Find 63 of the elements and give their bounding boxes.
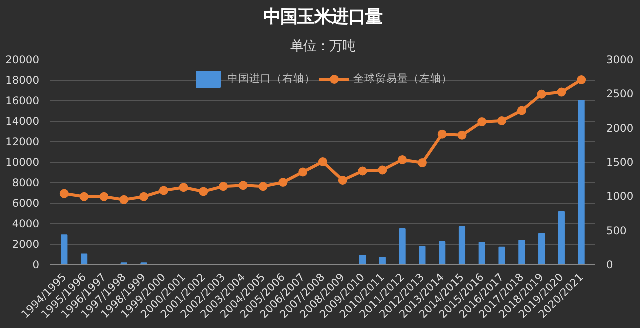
point [60,189,69,198]
point [318,158,328,166]
point [498,116,507,126]
y-tick-label: 20000 [6,54,40,66]
point [338,176,348,185]
y2-tick-label: 2000 [606,122,634,135]
bar [558,211,565,264]
y-tick-label: 6000 [12,197,40,210]
point [458,130,467,140]
point [159,186,168,196]
point [100,192,109,202]
point [80,192,89,202]
bar [498,246,506,264]
y-tick-label: 10000 [6,156,40,169]
point [438,130,447,139]
bar [538,233,546,264]
point [398,155,408,164]
bar [439,241,446,264]
point [557,88,566,97]
y-tick-label: 16000 [6,94,40,108]
legend-label: 全球贸易量（左轴） [354,72,452,86]
legend-label: 中国进口（右轴） [228,72,316,86]
y-tick-label: 12000 [6,136,40,148]
bar [478,242,486,264]
bar [518,240,526,264]
point [120,195,129,204]
bar [379,257,386,264]
bar [399,228,406,264]
y-tick-label: 8000 [12,176,40,190]
point [418,158,427,168]
bar [81,254,88,264]
y2-tick-label: 2500 [606,88,634,101]
point [577,76,586,84]
y-tick-label: 18000 [6,74,40,87]
y-tick-label: 2000 [12,238,40,251]
point [219,182,228,192]
point [517,106,526,116]
y2-tick-label: 1000 [606,190,634,204]
point [278,178,288,187]
point [238,181,248,190]
point [298,168,308,177]
point [378,166,388,175]
chart-subtitle: 单位：万吨 [290,40,356,54]
point [358,166,368,176]
y-tick-label: 4000 [12,218,40,230]
y-tick-label: 14000 [6,115,40,128]
y2-tick-label: 1500 [606,156,634,169]
y2-tick-label: 500 [606,224,628,238]
y-tick-label: 0 [32,258,40,272]
point [179,183,188,192]
bar [359,255,366,264]
point [537,90,546,99]
bar [578,100,585,264]
point [139,192,148,202]
bar [61,234,68,264]
y2-tick-label: 0 [606,258,614,272]
point [258,182,268,192]
point [199,187,208,196]
bar [419,246,426,264]
chart-title: 中国玉米进口量 [264,8,382,28]
bar [458,226,466,264]
y2-tick-label: 3000 [606,54,634,66]
point [478,118,487,127]
